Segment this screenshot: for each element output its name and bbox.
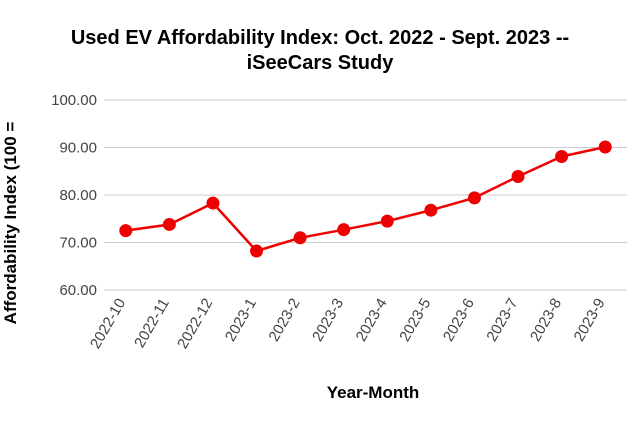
x-axis-ticks: 2022-10 2022-11 2022-12 2023-1 2023-2 2023-3 2… [87,296,609,352]
data-point[interactable] [119,224,133,238]
x-tick-label: 2022-10 [87,296,129,352]
series-line [125,145,606,253]
y-tick-label: 60.00 [59,282,97,299]
y-axis-title: Affordability Index (100 = [1,122,20,325]
x-tick-label: 2023-3 [309,296,347,345]
data-point[interactable] [424,203,438,217]
series-layer [119,140,612,258]
data-point[interactable] [511,169,525,183]
data-point[interactable] [380,214,394,228]
y-tick-label: 90.00 [59,140,97,157]
y-tick-label: 80.00 [59,187,97,204]
data-point[interactable] [467,191,481,205]
data-point[interactable] [598,140,612,154]
x-tick-label: 2023-4 [353,296,391,345]
y-axis-ticks: 60.00 70.00 80.00 90.00 100.00 [51,92,97,299]
data-point[interactable] [162,217,176,231]
x-tick-label: 2023-9 [571,296,609,345]
x-tick-label: 2023-1 [222,296,260,345]
y-tick-label: 100.00 [51,92,97,109]
x-tick-label: 2022-11 [131,296,173,351]
x-tick-label: 2023-2 [266,296,304,345]
x-tick-label: 2022-12 [174,296,216,352]
x-tick-label: 2023-8 [527,296,565,345]
x-tick-label: 2023-5 [396,296,434,345]
data-point[interactable] [555,150,569,164]
data-point[interactable] [250,244,264,258]
data-point[interactable] [293,231,307,245]
y-tick-label: 70.00 [59,235,97,252]
x-tick-label: 2023-7 [483,296,521,345]
gridlines [104,99,627,291]
x-axis-title: Year-Month [327,383,420,402]
data-point[interactable] [206,196,220,210]
chart-title-line-2: iSeeCars Study [247,52,395,74]
chart-title-line-1: Used EV Affordability Index: Oct. 2022 -… [71,27,569,49]
x-tick-label: 2023-6 [440,296,478,345]
data-point[interactable] [337,223,351,237]
